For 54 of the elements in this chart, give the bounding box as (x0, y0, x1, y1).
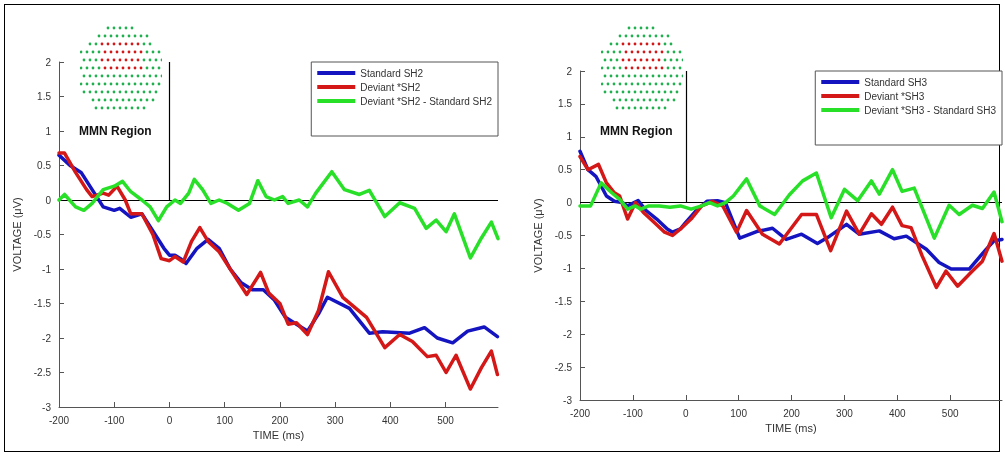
x-tick-label: -200 (48, 414, 70, 426)
x-tick-label: 200 (271, 414, 289, 426)
legend-label: Deviant *SH2 (360, 81, 421, 93)
x-tick-label: 500 (941, 407, 959, 419)
y-tick-label: -0.5 (33, 229, 52, 240)
x-tick-label: -100 (622, 407, 644, 419)
y-tick-label: 2 (566, 65, 573, 77)
y-tick-label: 1 (45, 125, 52, 137)
line-series (57, 169, 500, 260)
x-tick-label: 400 (888, 407, 907, 419)
legend-label: Deviant *SH3 (864, 90, 925, 102)
y-tick-label: -2 (563, 328, 573, 340)
x-tick-label: 0 (682, 407, 689, 419)
x-tick-label: 0 (166, 414, 173, 426)
line-series (578, 167, 1004, 240)
y-tick-label: -2.5 (554, 361, 573, 373)
y-tick-label: -1 (563, 262, 573, 274)
y-tick-label: -3 (42, 401, 52, 413)
y-tick-label: -1.5 (33, 298, 52, 309)
x-tick-label: 100 (216, 414, 234, 426)
y-tick-label: 0.5 (37, 160, 52, 171)
y-tick-label: 0.5 (558, 164, 573, 176)
x-axis-title: TIME (ms) (252, 429, 305, 442)
y-tick-label: 2 (45, 56, 52, 68)
y-tick-label: 0 (45, 194, 52, 206)
y-tick-label: -1.5 (554, 295, 573, 307)
line-series (57, 151, 500, 391)
x-tick-label: 200 (783, 407, 801, 419)
y-tick-label: -2 (42, 332, 52, 344)
x-tick-label: 500 (437, 414, 455, 426)
x-tick-label: -100 (104, 414, 125, 426)
y-tick-label: -0.5 (554, 230, 573, 241)
x-tick-label: -200 (569, 407, 591, 419)
legend-label: Deviant *SH2 - Standard SH2 (360, 95, 493, 107)
x-tick-label: 400 (381, 414, 400, 426)
legend-label: Standard SH3 (864, 76, 928, 88)
legend-label: Deviant *SH3 - Standard SH3 (864, 104, 997, 116)
legend-label: Standard SH2 (360, 67, 424, 79)
x-tick-label: 300 (326, 414, 344, 426)
x-tick-label: 300 (836, 407, 854, 419)
y-axis-title: VOLTAGE (μV) (532, 198, 545, 273)
y-axis-title: VOLTAGE (μV) (11, 197, 24, 272)
x-axis-title: TIME (ms) (765, 422, 817, 435)
x-tick-label: 100 (730, 407, 748, 419)
y-tick-label: -2.5 (33, 367, 52, 378)
annotation: MMN Region (79, 124, 152, 138)
y-tick-label: 1.5 (37, 91, 52, 102)
y-tick-label: -1 (42, 263, 52, 275)
y-tick-label: 1.5 (558, 98, 573, 110)
y-tick-label: 1 (566, 131, 573, 143)
y-tick-label: -3 (563, 394, 573, 406)
annotation: MMN Region (600, 124, 673, 138)
line-series (578, 154, 1004, 290)
y-tick-label: 0 (566, 197, 573, 209)
